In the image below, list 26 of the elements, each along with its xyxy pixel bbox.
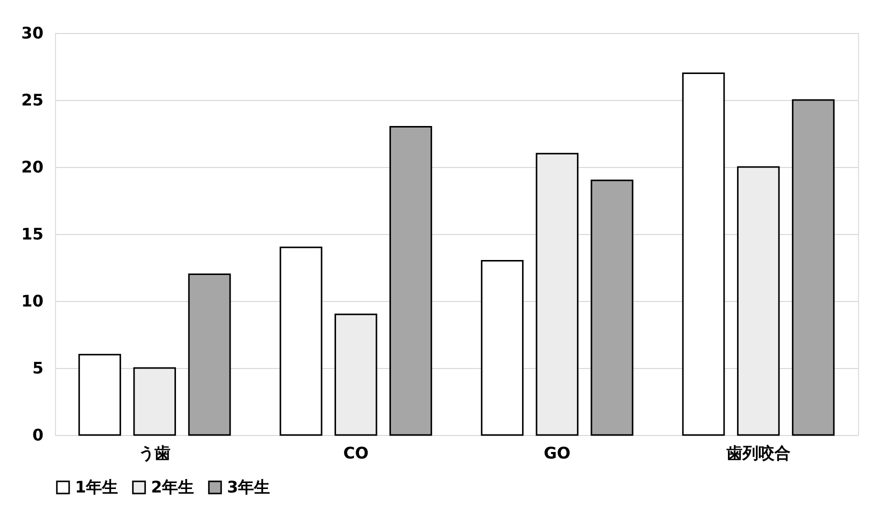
y-tick-label: 5 — [32, 358, 44, 378]
y-tick-label: 0 — [32, 426, 44, 444]
bar — [737, 166, 780, 436]
bar — [188, 273, 231, 436]
x-tick-label: CO — [343, 444, 369, 462]
bar — [480, 260, 524, 436]
bar — [389, 126, 432, 436]
bar — [133, 367, 176, 436]
legend-label: 2年生 — [151, 477, 194, 496]
legend-label: 3年生 — [227, 477, 270, 496]
y-tick-label: 15 — [21, 224, 44, 244]
x-tick-label: 歯列咬合 — [725, 444, 790, 462]
bar — [792, 99, 835, 436]
x-tick-label: GO — [544, 444, 570, 462]
y-tick-label: 10 — [21, 292, 44, 310]
bar — [280, 246, 322, 436]
y-tick-label: 30 — [21, 24, 44, 42]
y-tick-label: 25 — [21, 90, 44, 110]
bar — [536, 152, 578, 436]
y-tick-label: 20 — [21, 158, 44, 176]
x-tick-label: う歯 — [138, 444, 171, 462]
bar — [590, 180, 634, 436]
bar — [334, 314, 378, 436]
bar — [682, 72, 725, 436]
legend-label: 1年生 — [75, 477, 118, 496]
bar — [78, 354, 122, 436]
